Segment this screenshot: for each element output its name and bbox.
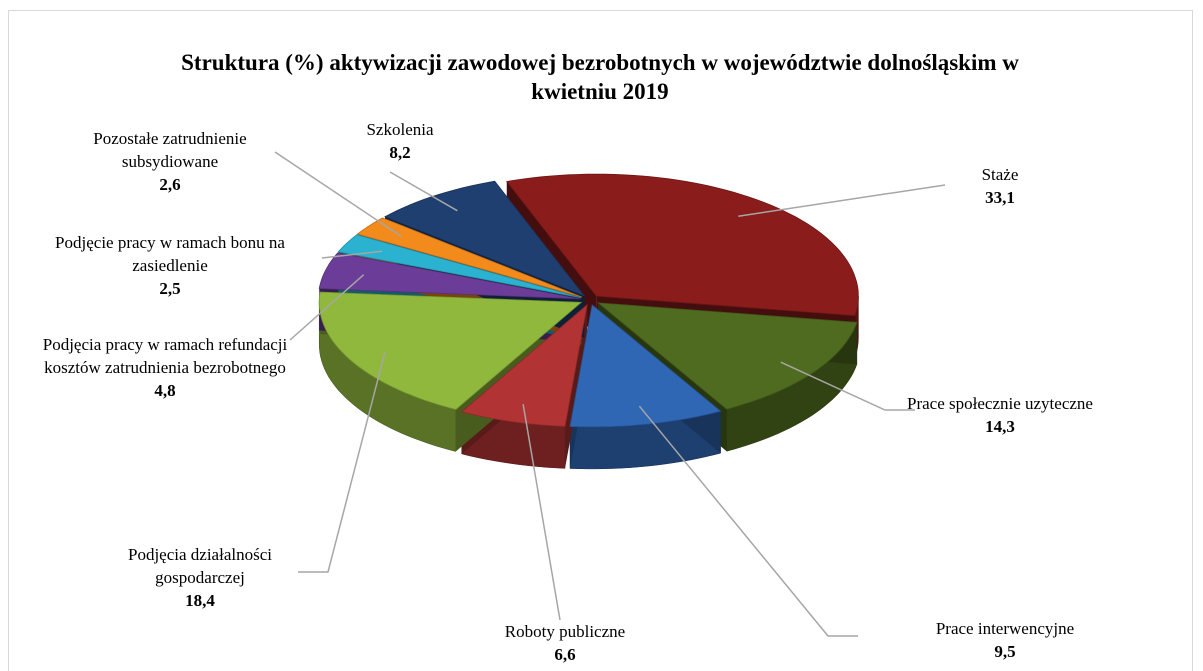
- value-label: 9,5: [994, 642, 1016, 661]
- slice: [460, 303, 588, 427]
- slice: [506, 173, 859, 317]
- chart-title: Struktura (%) aktywizacji zawodowej bezr…: [181, 50, 1019, 104]
- slice-label: Podjęcie pracy w ramach bonu na zasiedle…: [20, 231, 320, 300]
- slice: [384, 180, 586, 297]
- slice: [596, 302, 858, 410]
- leader-line: [738, 184, 946, 217]
- value-label: 2,6: [159, 175, 181, 194]
- category-label: Staże: [981, 165, 1019, 184]
- value-label: 6,6: [554, 645, 576, 664]
- category-label: Szkolenia: [366, 120, 434, 139]
- value-label: 18,4: [185, 591, 215, 610]
- slice-label: Staże 33,1: [940, 163, 1060, 209]
- value-label: 14,3: [985, 417, 1015, 436]
- slice: [337, 234, 582, 299]
- leader-line: [780, 361, 915, 411]
- value-label: 33,1: [985, 188, 1015, 207]
- value-label: 8,2: [389, 143, 411, 162]
- category-label: Roboty publiczne: [504, 622, 626, 641]
- category-label: Prace interwencyjne: [935, 619, 1075, 638]
- slice: [569, 304, 722, 428]
- leader-line: [389, 171, 458, 212]
- leader-line: [274, 151, 402, 238]
- slice-label: Prace interwencyjne 9,5: [890, 617, 1120, 663]
- category-label: Podjęcia działalności gospodarczej: [128, 545, 272, 587]
- slice-label: Pozostałe zatrudnienie subsydiowane 2,6: [55, 127, 285, 196]
- category-label: Pozostałe zatrudnienie subsydiowane: [93, 129, 247, 171]
- leader-line: [522, 403, 561, 621]
- slice-label: Prace społecznie uzyteczne 14,3: [905, 392, 1095, 438]
- slice: [356, 217, 583, 298]
- chart-frame: [8, 10, 1193, 671]
- slice-label: Szkolenia 8,2: [345, 118, 455, 164]
- leader-line: [289, 274, 365, 341]
- leader-line: [298, 351, 386, 573]
- slice-label: Roboty publiczne 6,6: [465, 620, 665, 666]
- value-label: 4,8: [154, 381, 176, 400]
- leader-line: [321, 250, 383, 259]
- leader-line: [638, 405, 858, 637]
- category-label: Prace społecznie uzyteczne: [907, 394, 1093, 413]
- value-label: 2,5: [159, 279, 181, 298]
- category-label: Podjęcie pracy w ramach bonu na zasiedle…: [55, 233, 285, 275]
- category-label: Podjęcia pracy w ramach refundacji koszt…: [42, 335, 288, 377]
- slice-label: Podjęcia działalności gospodarczej 18,4: [95, 543, 305, 612]
- slice-label: Podjęcia pracy w ramach refundacji koszt…: [30, 333, 300, 402]
